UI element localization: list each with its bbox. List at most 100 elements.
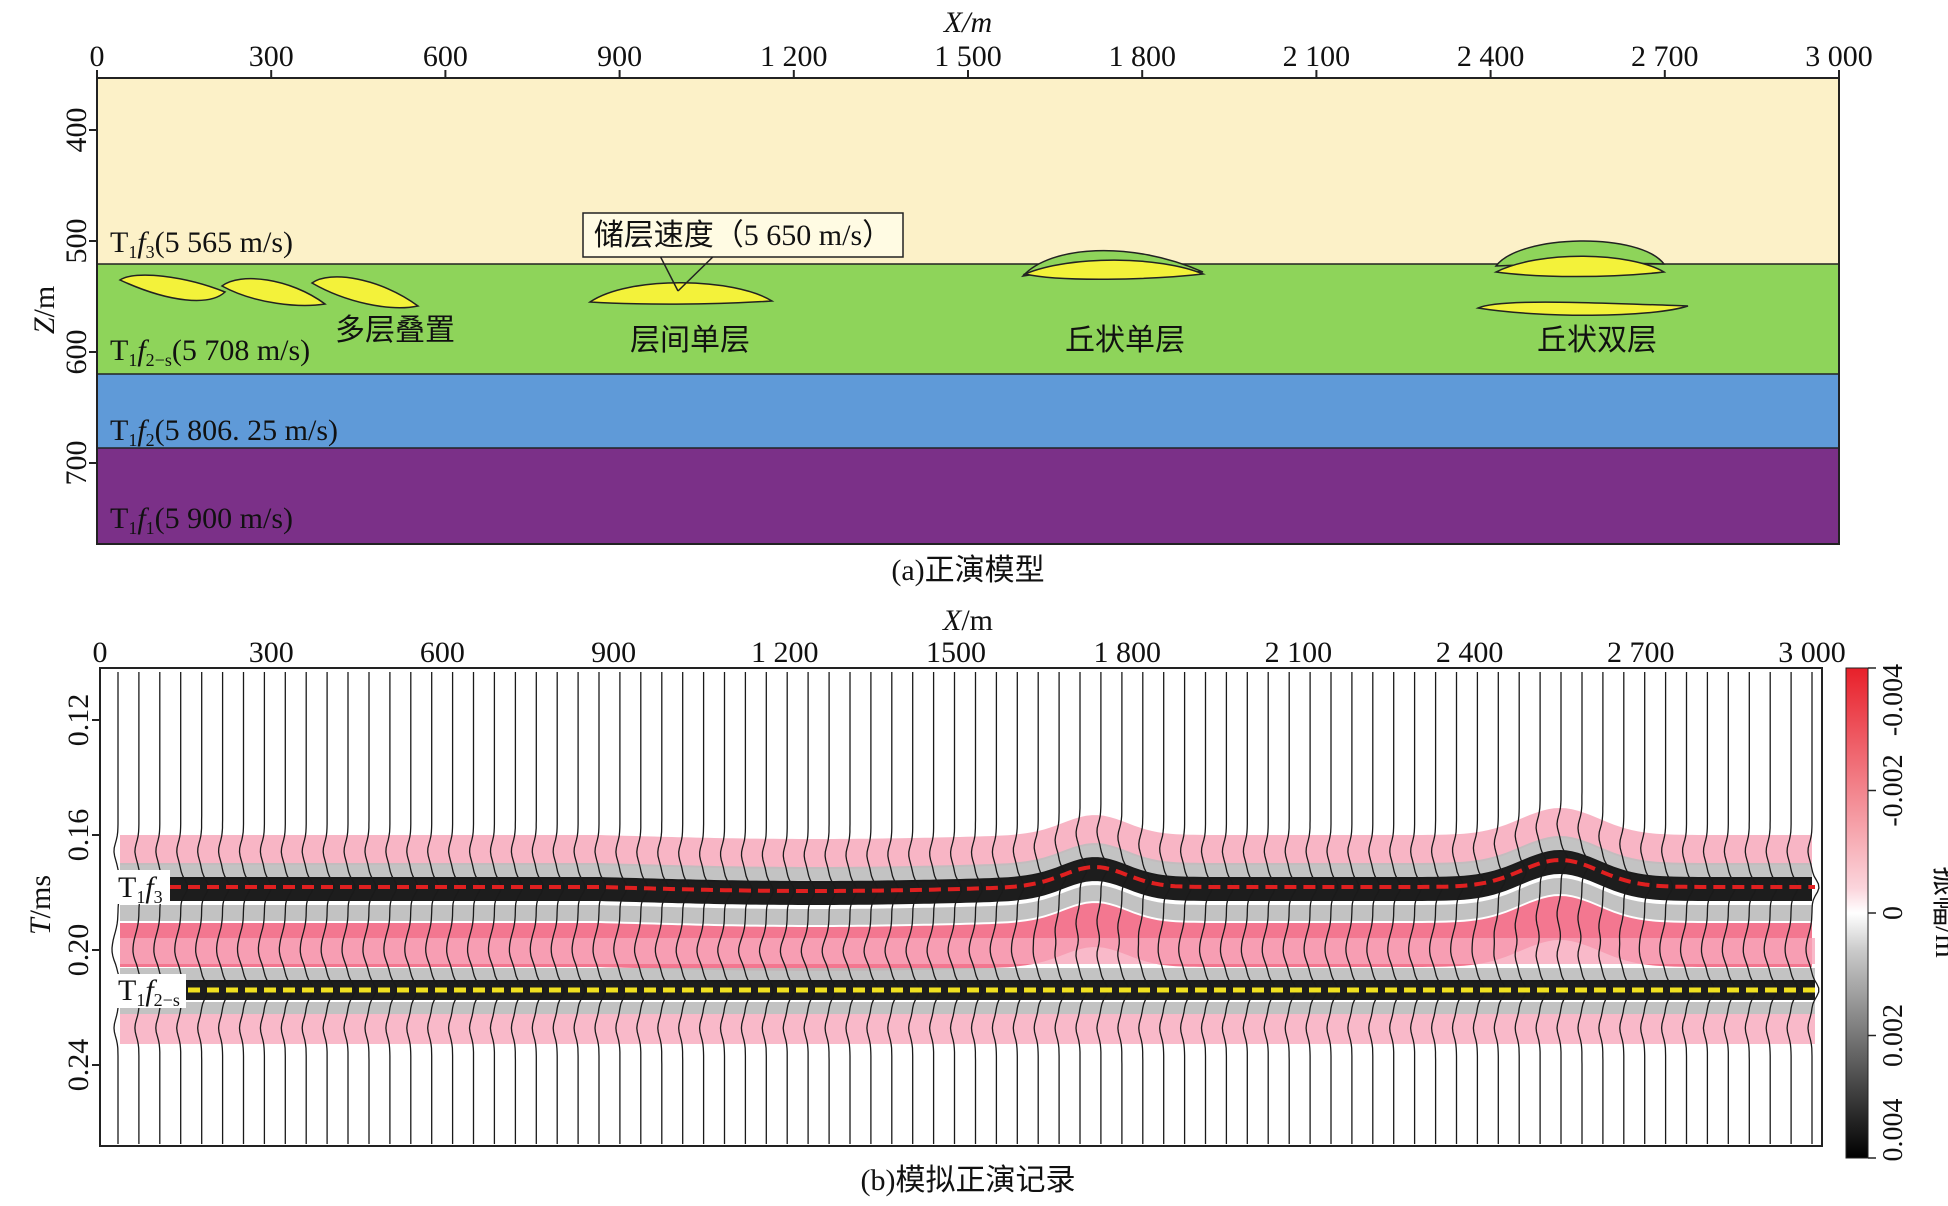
seismic-trace [1535, 672, 1548, 1144]
seismic-trace [257, 672, 272, 1144]
seismic-trace [362, 672, 377, 1144]
seismic-trace [1117, 672, 1130, 1144]
panel-a-x-tick-label: 0 [90, 40, 105, 73]
seismic-trace [571, 672, 586, 1144]
seismic-trace [1324, 672, 1339, 1144]
seismic-trace [1010, 672, 1025, 1144]
panel-a-x-tick-label: 2 700 [1631, 40, 1699, 73]
colorbar-tick-label: -0.004 [1878, 664, 1909, 736]
seismic-event-bands [120, 808, 1815, 1044]
seismic-trace [1428, 672, 1444, 1144]
panel-b-t-axis-label: T/ms [24, 875, 57, 935]
seismic-traces [111, 672, 1820, 1144]
seismic-trace [1784, 672, 1799, 1144]
seismic-event-band [120, 1002, 1815, 1014]
seismic-trace [425, 672, 440, 1144]
seismic-trace [1556, 672, 1569, 1144]
seismic-trace [299, 672, 314, 1144]
seismic-trace [1137, 672, 1151, 1144]
panel-b-x-tick-label: 300 [249, 636, 294, 669]
panel-a-x-tick-label: 600 [423, 40, 468, 73]
panel-a-x-tick-label: 3 000 [1805, 40, 1873, 73]
seismic-trace [132, 672, 147, 1144]
seismic-trace [174, 672, 189, 1144]
seismic-trace [153, 672, 168, 1144]
colorbar-tick-label: 0.002 [1878, 1004, 1909, 1067]
seismic-trace [320, 672, 335, 1144]
seismic-trace [654, 672, 670, 1144]
panel-a-forward-model: X/m 0 300 600 900 1 200 1 500 1 800 2 100 2 400 2… [28, 6, 1873, 587]
seismic-trace [905, 672, 921, 1144]
panel-b-x-tick-label: 2 700 [1607, 636, 1675, 669]
seismic-trace [1471, 672, 1486, 1144]
panel-b-t-tick-label: 0.20 [62, 924, 95, 977]
panel-b-x-tick-label: 900 [591, 636, 636, 669]
seismic-trace [1054, 672, 1067, 1144]
mound-double-reservoir-lower [1475, 301, 1689, 317]
reservoir-bodies [118, 240, 1689, 317]
panel-a-x-tick-label: 1 200 [760, 40, 828, 73]
seismic-event-band [120, 836, 1812, 883]
seismic-trace [800, 672, 816, 1144]
seismic-event-band [120, 938, 1815, 964]
seismic-trace [466, 672, 482, 1144]
reservoir-lens-multi-2 [220, 277, 327, 307]
layer-t1f2s [97, 264, 1839, 374]
seismic-trace [633, 672, 649, 1144]
layer-label-t1f3: T1f3(5 565 m/s) [110, 226, 293, 262]
seismic-trace [1450, 672, 1464, 1144]
seismic-event-band [120, 850, 1812, 905]
panel-a-x-tick-label: 1 500 [934, 40, 1002, 73]
seismic-trace [989, 672, 1005, 1144]
layer-label-t1f2: T1f2(5 806. 25 m/s) [110, 414, 338, 450]
seismic-trace [717, 672, 732, 1144]
seismic-trace [1493, 672, 1506, 1144]
panel-b-x-tick-label: 3 000 [1778, 636, 1846, 669]
group-label-mound-single: 丘状单层 [1065, 324, 1185, 357]
amplitude-colorbar [1845, 667, 1869, 1159]
seismic-trace [947, 672, 963, 1144]
layer-t1f1 [97, 448, 1839, 544]
group-label-mound-double: 丘状双层 [1537, 324, 1657, 357]
panel-a-z-tick-label: 600 [60, 330, 93, 375]
seismic-trace [1742, 672, 1757, 1144]
panel-b-seismic-record: X/m 0 300 600 900 1 200 1500 1 800 2 100 2 400 2 … [24, 604, 1948, 1197]
seismic-trace [1598, 672, 1611, 1144]
seismic-trace [1577, 672, 1590, 1144]
seismic-trace [842, 672, 858, 1144]
seismic-trace [1219, 672, 1234, 1144]
colorbar-tick-label: 0 [1878, 906, 1909, 920]
seismic-trace [863, 672, 879, 1144]
seismic-trace [1679, 672, 1695, 1144]
reservoir-lens-interlayer [587, 282, 775, 305]
seismic-trace [779, 672, 795, 1144]
seismic-trace [446, 672, 461, 1144]
seismic-trace [215, 672, 231, 1144]
seismic-trace [383, 672, 398, 1144]
seismic-trace [1261, 672, 1276, 1144]
reservoir-lens-multi-1 [118, 274, 227, 302]
panel-b-x-ticks: 0 300 600 900 1 200 1500 1 800 2 100 2 400 2 700 3… [93, 636, 1846, 676]
panel-a-x-axis-label: X/m [943, 6, 992, 39]
panel-a-caption: (a)正演模型 [891, 554, 1044, 587]
seismic-trace [1075, 672, 1088, 1144]
seismic-trace [926, 672, 942, 1144]
panel-b-t-ticks: 0.12 0.16 0.20 0.24 [62, 694, 100, 1091]
seismic-event-band [120, 1014, 1815, 1044]
panel-a-z-axis-label: Z/m [28, 286, 61, 334]
seismic-trace [1659, 672, 1674, 1144]
panel-a-z-tick-label: 400 [60, 108, 93, 153]
panel-b-x-tick-label: 600 [420, 636, 465, 669]
seismic-trace [550, 672, 565, 1144]
panel-a-x-tick-label: 1 800 [1108, 40, 1176, 73]
seismic-trace [1387, 672, 1402, 1144]
seismic-trace [1282, 672, 1297, 1144]
seismic-trace [404, 672, 419, 1144]
seismic-trace [1366, 672, 1381, 1144]
seismic-trace [613, 672, 628, 1144]
panel-a-x-tick-label: 2 400 [1457, 40, 1525, 73]
colorbar-tick-label: -0.002 [1878, 754, 1909, 826]
panel-b-x-tick-label: 1 200 [751, 636, 819, 669]
mound-single-reservoir [1022, 259, 1206, 280]
panel-a-z-ticks: 400 500 600 700 [60, 108, 97, 486]
